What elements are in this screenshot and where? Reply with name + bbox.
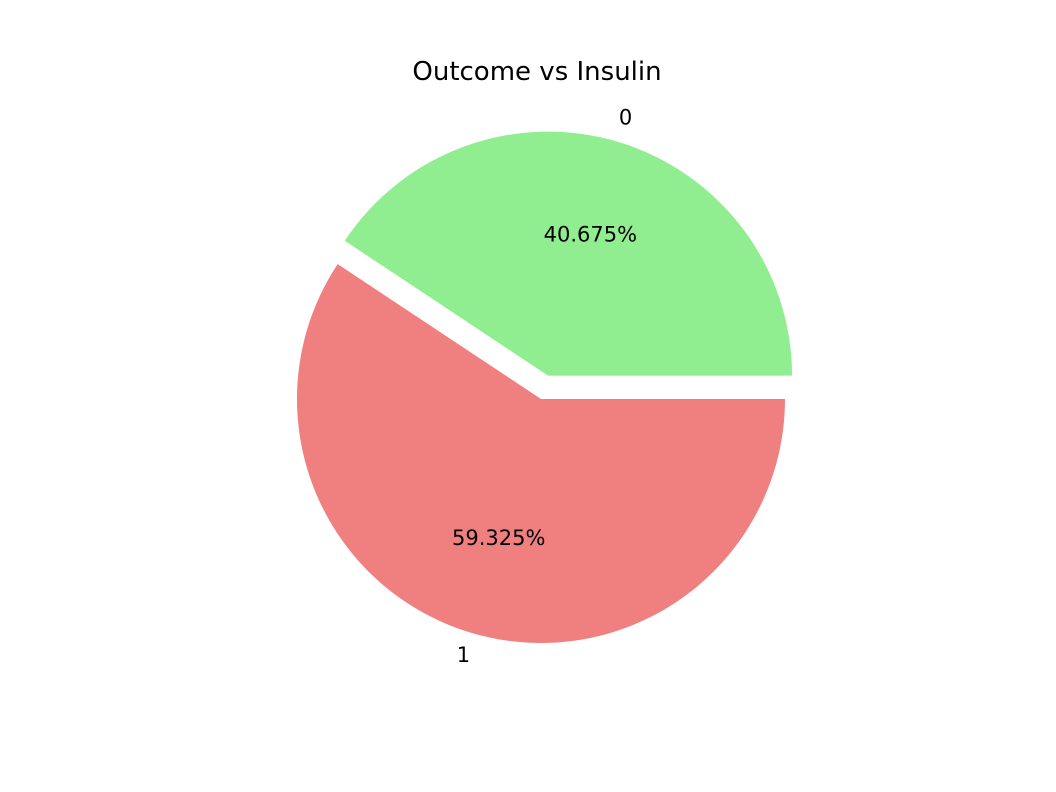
pie-slice-1 xyxy=(296,264,785,643)
pie-slices xyxy=(296,131,793,643)
slice-percent-1: 59.325% xyxy=(452,526,545,550)
pie-labels: 0 40.675% 1 59.325% xyxy=(452,106,637,667)
chart-title: Outcome vs Insulin xyxy=(412,57,661,87)
slice-label-0: 0 xyxy=(619,106,632,130)
slice-percent-0: 40.675% xyxy=(544,222,637,246)
pie-slice-0 xyxy=(344,131,793,376)
slice-label-1: 1 xyxy=(457,643,470,667)
